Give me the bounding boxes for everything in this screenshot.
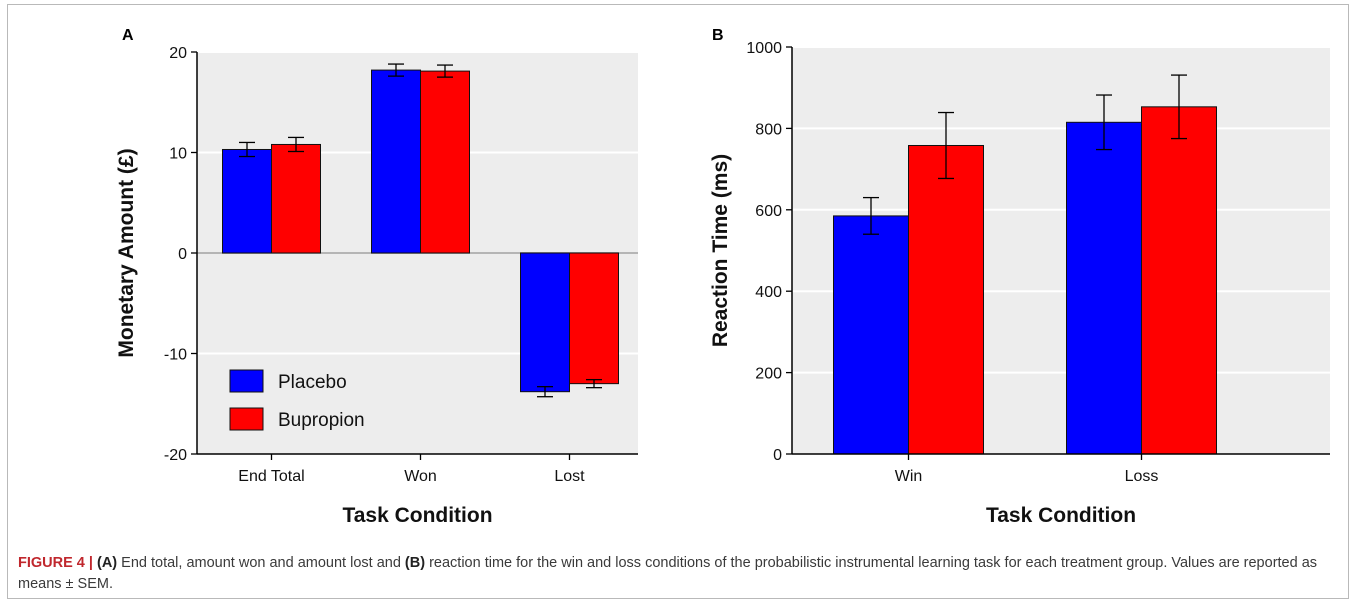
y-tick-label: 1000 xyxy=(746,40,782,57)
y-tick-label: 200 xyxy=(755,366,782,383)
x-tick-label: End Total xyxy=(238,468,304,485)
legend-swatch xyxy=(229,407,264,431)
bar-b-1-1 xyxy=(1141,106,1217,455)
legend-label: Placebo xyxy=(278,372,347,393)
x-axis-title: Task Condition xyxy=(342,504,492,527)
bar-a-2-1 xyxy=(569,252,619,385)
bar-b-0-0 xyxy=(833,215,909,455)
bar-b-0-1 xyxy=(908,144,984,455)
y-tick-label: -10 xyxy=(164,347,187,364)
caption-rest: reaction time for the win and loss condi… xyxy=(18,555,1318,592)
caption-panel-a: (A) xyxy=(97,555,118,571)
panel-label: B xyxy=(712,27,724,44)
x-tick-label: Win xyxy=(895,468,923,485)
bar-a-2-0 xyxy=(520,252,570,393)
y-tick-label: 0 xyxy=(773,447,782,464)
y-tick-label: 400 xyxy=(755,284,782,301)
figure-frame xyxy=(7,4,1349,599)
y-tick-label: 10 xyxy=(169,146,187,163)
y-tick-label: 600 xyxy=(755,203,782,220)
caption-mid: End total, amount won and amount lost an… xyxy=(117,555,405,571)
caption-label: FIGURE 4 | xyxy=(18,555,93,571)
y-tick-label: -20 xyxy=(164,447,187,464)
x-tick-label: Loss xyxy=(1125,468,1159,485)
bar-b-1-0 xyxy=(1066,121,1142,455)
chart-panel-b: Win Loss 0 200 400 600 800 1000 Task Condition Re… xyxy=(709,27,1330,527)
x-tick-label: Won xyxy=(404,468,437,485)
caption-panel-b: (B) xyxy=(404,555,426,571)
y-tick-label: 0 xyxy=(178,246,187,263)
y-tick-label: 20 xyxy=(169,45,187,62)
x-tick-label: Lost xyxy=(554,468,585,485)
figure-caption: FIGURE 4 | (A) End total, amount won and… xyxy=(18,553,1328,595)
bar-a-0-1 xyxy=(271,143,321,254)
y-axis-title: Reaction Time (ms) xyxy=(709,154,732,347)
panel-label: A xyxy=(122,27,134,44)
chart-panel-a: End Total Won Lost -20 -10 0 10 20 Task Conditio… xyxy=(115,27,638,527)
figure-charts: End Total Won Lost -20 -10 0 10 20 Task Conditio… xyxy=(115,27,1330,527)
legend-swatch xyxy=(229,369,264,393)
bar-a-1-1 xyxy=(420,70,470,254)
bar-a-0-0 xyxy=(222,148,272,254)
y-axis-title: Monetary Amount (£) xyxy=(115,148,138,357)
y-tick-label: 800 xyxy=(755,121,782,138)
legend-label: Bupropion xyxy=(278,410,365,431)
bar-a-1-0 xyxy=(371,69,421,254)
x-axis-title: Task Condition xyxy=(986,504,1136,527)
